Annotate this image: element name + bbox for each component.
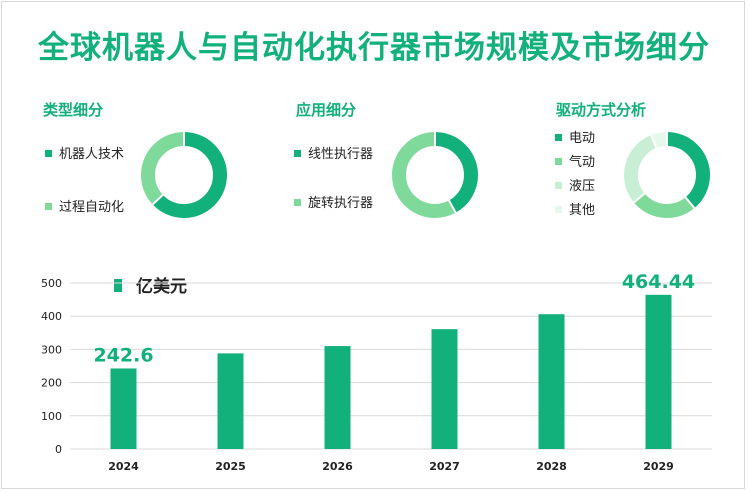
x-tick-label: 2025	[215, 460, 246, 473]
bar-2029	[645, 294, 672, 449]
legend-swatch-dark	[45, 150, 52, 157]
y-tick-label: 200	[41, 377, 62, 390]
bar-2025	[217, 353, 244, 449]
donut-drive-title: 驱动方式分析	[556, 101, 647, 119]
legend-swatch-medium	[294, 199, 301, 206]
x-tick-label: 2024	[108, 460, 139, 473]
donut-2-separator-1	[684, 195, 696, 210]
y-tick-label: 0	[55, 443, 62, 456]
x-tick-label: 2029	[643, 460, 674, 473]
page-title: 全球机器人与自动化执行器市场规模及市场细分	[38, 30, 710, 66]
legend-swatch-medium	[45, 203, 52, 210]
bar-legend-swatch	[114, 278, 122, 292]
donut-type-title: 类型细分	[43, 101, 104, 119]
legend-swatch-pale	[555, 206, 562, 213]
x-tick-label: 2026	[322, 460, 353, 473]
legend-label: 其他	[569, 203, 596, 218]
legend-label: 机器人技术	[59, 147, 125, 162]
legend-swatch-light	[555, 182, 562, 189]
legend-swatch-dark	[555, 134, 562, 141]
x-tick-label: 2027	[429, 460, 460, 473]
data-label-2024: 242.6	[93, 344, 153, 366]
y-tick-label: 500	[41, 277, 62, 290]
legend-item-robotics: 机器人技术	[45, 147, 124, 163]
legend-label: 电动	[569, 131, 596, 146]
donut-0-separator-1	[151, 193, 165, 206]
legend-item-other: 其他	[555, 203, 595, 219]
donut-2-separator-3	[649, 133, 658, 150]
x-tick-label: 2028	[536, 460, 567, 473]
bar-2026	[324, 346, 351, 449]
bar-legend: 亿美元	[114, 272, 187, 297]
legend-item-process-automation: 过程自动化	[45, 200, 124, 216]
y-tick-label: 100	[41, 410, 62, 423]
donut-1-separator-1	[447, 199, 458, 215]
legend-item-pneumatic: 气动	[555, 155, 595, 171]
bar-2027	[431, 329, 458, 449]
bar-2028	[538, 314, 565, 449]
legend-item-rotary-actuator: 旋转执行器	[294, 196, 373, 212]
data-label-2029: 464.44	[622, 271, 695, 293]
y-tick-label: 300	[41, 343, 62, 356]
legend-label: 气动	[569, 155, 596, 170]
donut-2-segment-2	[624, 132, 710, 218]
legend-swatch-medium	[555, 158, 562, 165]
bar-2024	[110, 368, 137, 449]
donut-2-separator-2	[632, 192, 647, 204]
legend-label: 旋转执行器	[308, 196, 374, 211]
legend-label: 过程自动化	[59, 200, 125, 215]
donut-2-segment-1	[624, 132, 710, 218]
legend-item-electric: 电动	[555, 131, 595, 147]
legend-label: 液压	[569, 179, 596, 194]
legend-item-hydraulic: 液压	[555, 179, 595, 195]
y-tick-label: 400	[41, 310, 62, 323]
legend-swatch-dark	[294, 150, 301, 157]
legend-item-linear-actuator: 线性执行器	[294, 147, 373, 163]
donut-application-title: 应用细分	[296, 101, 357, 119]
legend-label: 线性执行器	[308, 147, 374, 162]
bar-legend-label: 亿美元	[136, 277, 187, 297]
